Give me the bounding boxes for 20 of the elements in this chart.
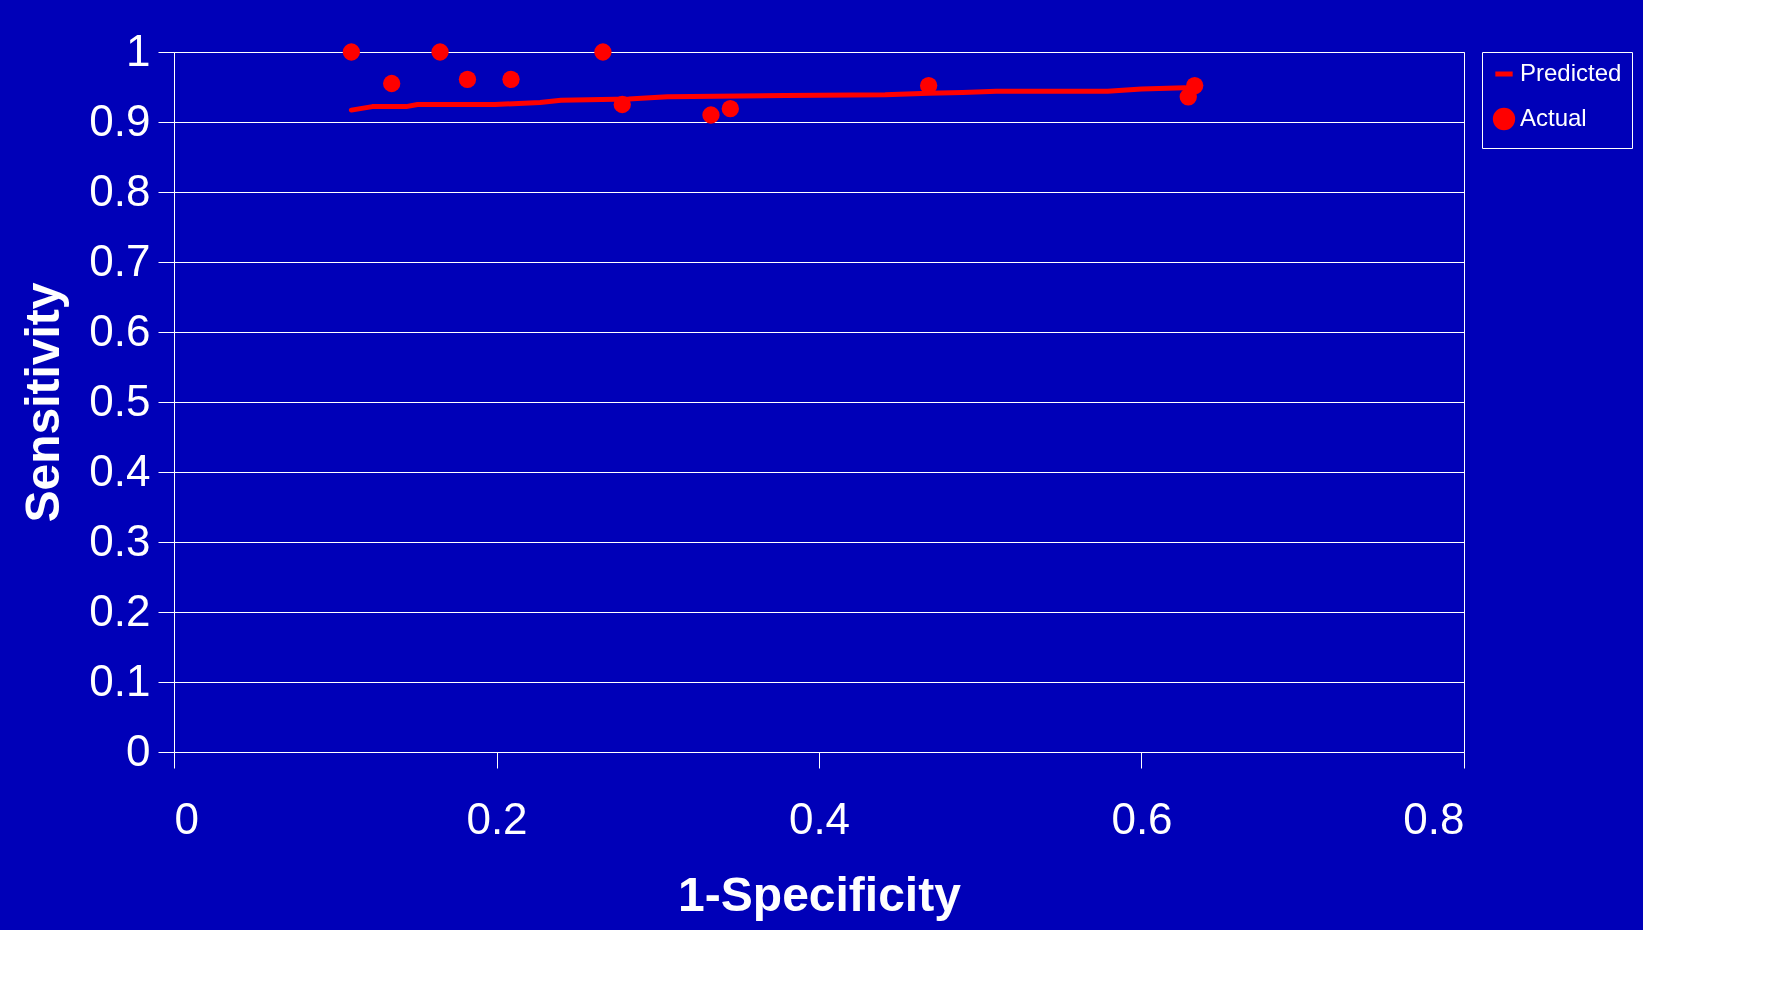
y-tick-label: 0.3 — [89, 515, 151, 565]
x-tick-label: 0.4 — [788, 793, 851, 843]
legend-label: Predicted — [1520, 59, 1622, 86]
legend-label: Actual — [1520, 104, 1587, 131]
x-axis-title: 1-Specificity — [678, 867, 962, 921]
y-tick-label: 0.6 — [89, 305, 151, 355]
y-tick-label: 0.8 — [89, 165, 151, 215]
x-tick-label: 0.2 — [466, 793, 528, 843]
x-tick-label: 0.6 — [1111, 793, 1173, 843]
y-tick-label: 0 — [126, 725, 151, 775]
y-tick-label: 0.4 — [89, 445, 151, 495]
x-tick-label: 0.8 — [1403, 793, 1465, 843]
x-tick-label: 0 — [174, 793, 199, 843]
y-tick-label: 0.7 — [89, 235, 151, 285]
y-axis-title: Sensitivity — [16, 282, 70, 523]
y-tick-label: 1 — [126, 25, 151, 75]
y-tick-label: 0.2 — [89, 585, 151, 635]
y-tick-label: 0.5 — [89, 375, 151, 425]
y-tick-label: 0.1 — [89, 655, 151, 705]
y-tick-label: 0.9 — [89, 95, 151, 145]
